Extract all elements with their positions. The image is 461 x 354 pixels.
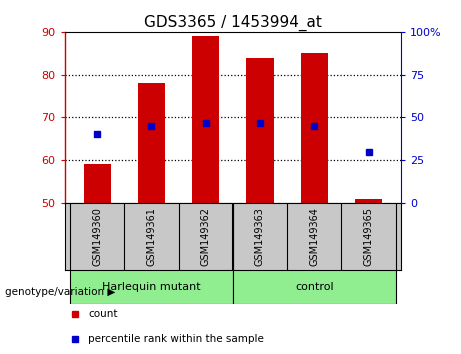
Text: GSM149362: GSM149362 — [201, 207, 211, 266]
Bar — [301, 53, 328, 203]
Bar — [355, 199, 382, 203]
Bar — [138, 83, 165, 203]
Text: Harlequin mutant: Harlequin mutant — [102, 282, 201, 292]
Title: GDS3365 / 1453994_at: GDS3365 / 1453994_at — [144, 14, 322, 30]
Text: GSM149363: GSM149363 — [255, 207, 265, 266]
Bar — [192, 36, 219, 203]
Bar — [233, 270, 396, 304]
Bar — [83, 164, 111, 203]
Text: control: control — [295, 282, 334, 292]
Text: GSM149364: GSM149364 — [309, 207, 319, 266]
Text: percentile rank within the sample: percentile rank within the sample — [88, 335, 264, 344]
Text: GSM149365: GSM149365 — [364, 207, 373, 266]
Bar — [70, 270, 233, 304]
Bar — [246, 57, 273, 203]
Text: genotype/variation ▶: genotype/variation ▶ — [5, 287, 115, 297]
Text: GSM149361: GSM149361 — [147, 207, 156, 266]
Text: count: count — [88, 309, 118, 319]
Text: GSM149360: GSM149360 — [92, 207, 102, 266]
